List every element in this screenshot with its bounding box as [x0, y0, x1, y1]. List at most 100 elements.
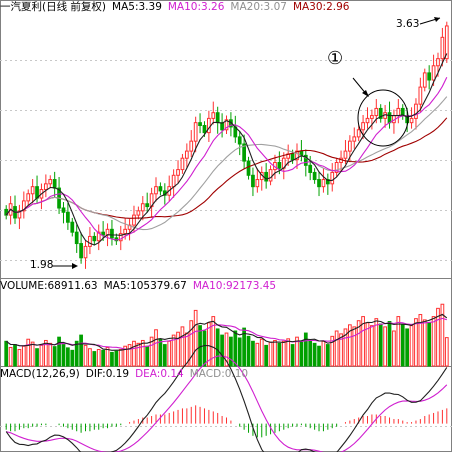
candle-body — [264, 171, 269, 182]
volume-bar — [83, 344, 88, 367]
candle-body — [277, 161, 282, 169]
volume-bar — [193, 309, 198, 367]
volume-bar — [4, 340, 9, 367]
candle-body — [21, 200, 26, 212]
candle-body — [312, 171, 317, 181]
candle-body — [48, 179, 53, 185]
candle-body — [193, 122, 198, 142]
volume-bar — [255, 342, 260, 367]
volume-bar — [39, 344, 44, 367]
candle-body — [343, 150, 348, 159]
vol-ma10-label: MA10:92173.45 — [192, 280, 277, 292]
candle-body — [378, 107, 383, 119]
volume-bar — [321, 340, 326, 367]
candle-body — [176, 169, 180, 176]
highlight-circle — [357, 89, 409, 147]
candle-body — [70, 221, 75, 233]
candle-body — [237, 136, 242, 145]
candle-body — [303, 154, 308, 166]
candle-body — [4, 208, 9, 216]
volume-bar — [57, 336, 61, 367]
volume-bar — [202, 330, 207, 367]
volume-bar — [317, 345, 321, 367]
candle-body — [295, 150, 299, 161]
volume-bar — [286, 338, 291, 367]
volume-bar — [378, 323, 383, 367]
candle-body — [202, 125, 207, 134]
macd-header: MACD(12,26,9) DIF:0.19 DEA:0.14 MACD:0.10 — [0, 367, 254, 381]
volume-bar — [259, 338, 264, 367]
candle-body — [330, 171, 335, 185]
candle-body — [290, 153, 295, 161]
volume-bar — [13, 344, 17, 367]
volume-bar — [374, 318, 379, 367]
volume-ma5-line — [5, 313, 448, 351]
candle-body — [215, 112, 220, 124]
volume-bar — [96, 349, 101, 367]
volume-bar — [334, 330, 339, 367]
volume-bar — [118, 349, 123, 367]
volume-bar — [198, 325, 202, 367]
candle-body — [17, 210, 22, 219]
candle-body — [440, 36, 445, 60]
volume-bar — [242, 327, 246, 367]
volume-bar — [444, 337, 449, 367]
ma20-line — [5, 96, 448, 231]
volume-bar — [299, 341, 304, 367]
volume-bar — [101, 349, 105, 367]
macd-title: MACD(12,26,9) — [0, 368, 80, 380]
annotation-layer — [52, 17, 441, 269]
price-header: 一汽夏利(日线 前复权) MA5:3.39 MA10:3.26 MA20:3.07 MA… — [0, 0, 355, 14]
ma5-label: MA5:3.39 — [112, 1, 162, 13]
volume-bar — [330, 335, 335, 367]
macd-panel — [5, 344, 448, 452]
volume-bar — [17, 349, 22, 367]
candle-body — [79, 243, 83, 259]
volume-bar — [251, 340, 255, 367]
volume-bar — [418, 314, 423, 367]
volume-bar — [26, 338, 31, 367]
candle-body — [334, 161, 339, 173]
volume-bar — [348, 324, 352, 367]
candle-body — [61, 207, 66, 213]
candle-body — [118, 233, 123, 242]
volume-bar — [132, 340, 136, 367]
volume-bar — [246, 335, 251, 367]
ma10-label: MA10:3.26 — [167, 1, 225, 13]
candle-body — [154, 186, 158, 195]
candle-body — [431, 65, 436, 81]
volume-bar — [268, 341, 273, 367]
candle-body — [184, 150, 189, 159]
volume-bar — [343, 328, 348, 367]
volume-bar — [356, 320, 361, 367]
volume-bar — [290, 344, 295, 367]
dea-label: DEA:0.14 — [135, 368, 184, 380]
stock-name: 一汽夏利(日线 前复权) — [0, 1, 107, 13]
volume-bar — [149, 336, 154, 367]
dif-label: DIF:0.19 — [85, 368, 130, 380]
candle-body — [158, 186, 163, 192]
volume-bar — [295, 336, 299, 367]
volume-bar — [52, 346, 57, 367]
volume-header: VOLUME:68911.63 MA5:105379.67 MA10:92173.4… — [0, 279, 282, 293]
candle-body — [30, 186, 35, 195]
volume-bar — [180, 326, 185, 367]
candle-body — [352, 136, 357, 142]
volume-bar — [396, 316, 401, 367]
volume-bar — [70, 349, 75, 367]
volume-bar — [21, 345, 26, 367]
volume-bar — [154, 329, 158, 367]
volume-bar — [237, 337, 242, 367]
volume-bar — [325, 344, 330, 367]
volume-bar — [88, 348, 92, 367]
volume-panel — [4, 303, 449, 367]
candle-body — [127, 224, 132, 230]
candle-body — [140, 203, 145, 212]
volume-bar — [277, 342, 282, 367]
volume-bar — [30, 341, 35, 367]
candle-body — [198, 122, 202, 127]
volume-bar — [140, 339, 145, 367]
volume-bar — [352, 326, 357, 367]
candle-body — [374, 107, 379, 117]
